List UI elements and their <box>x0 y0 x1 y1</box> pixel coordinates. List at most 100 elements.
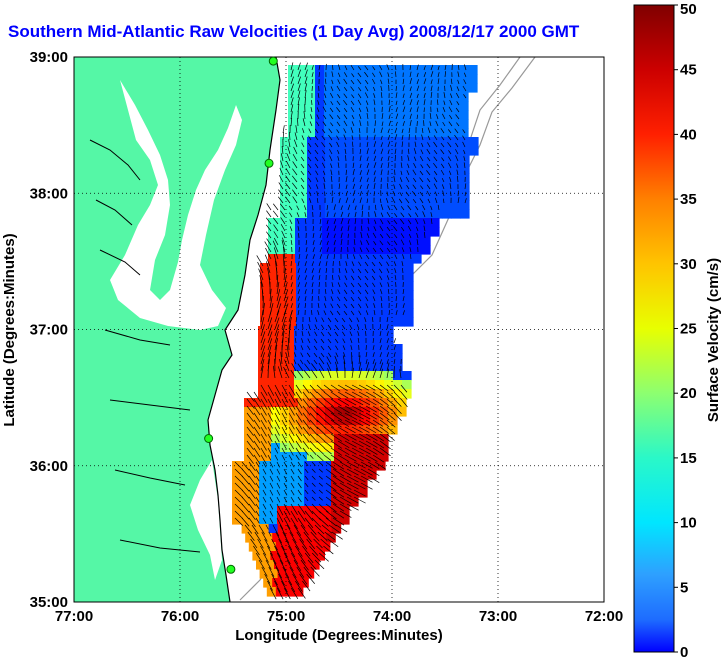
velocity-vector <box>282 132 284 141</box>
velocity-vector <box>302 398 311 409</box>
velocity-vector <box>357 296 362 302</box>
velocity-vector <box>290 62 294 71</box>
velocity-cell <box>276 389 286 399</box>
velocity-vector <box>351 384 362 391</box>
velocity-vector <box>379 240 384 246</box>
velocity-cell <box>316 200 326 210</box>
velocity-vector <box>436 107 439 113</box>
velocity-vector <box>342 331 346 337</box>
velocity-cell <box>441 110 451 120</box>
velocity-vector <box>301 149 305 155</box>
velocity-vector <box>400 170 403 176</box>
velocity-vector <box>307 345 311 351</box>
velocity-cell <box>424 191 434 201</box>
velocity-vector <box>272 365 276 379</box>
velocity-vector <box>415 218 419 225</box>
velocity-vector <box>338 198 341 204</box>
velocity-vector <box>295 384 302 394</box>
velocity-cell <box>304 461 314 471</box>
velocity-cell <box>386 263 396 273</box>
velocity-cell <box>276 380 286 390</box>
velocity-vector <box>394 275 397 281</box>
velocity-vector <box>274 580 281 593</box>
velocity-cell <box>313 470 323 480</box>
velocity-cell <box>386 281 396 291</box>
velocity-vector <box>372 454 385 463</box>
velocity-vector <box>290 369 297 379</box>
velocity-vector <box>290 69 294 78</box>
velocity-vector <box>276 489 281 496</box>
velocity-cell <box>314 308 324 318</box>
velocity-cell <box>339 344 349 354</box>
velocity-cell <box>280 416 290 426</box>
velocity-cell <box>325 407 335 417</box>
velocity-vector <box>340 238 343 246</box>
velocity-vector <box>344 282 348 288</box>
velocity-vector <box>293 559 302 571</box>
velocity-vector <box>335 524 348 533</box>
velocity-vector <box>334 331 339 337</box>
velocity-cell <box>268 569 279 579</box>
velocity-vector <box>358 113 362 120</box>
velocity-cell <box>404 308 414 318</box>
velocity-cell <box>433 137 443 147</box>
velocity-vector <box>264 538 271 549</box>
velocity-cell <box>280 164 290 174</box>
velocity-cell <box>314 299 324 309</box>
velocity-vector <box>321 317 325 323</box>
velocity-vector <box>393 219 398 225</box>
velocity-cell <box>325 452 335 462</box>
velocity-vector <box>310 107 313 113</box>
velocity-cell <box>387 110 397 120</box>
velocity-vector <box>308 184 312 190</box>
velocity-cell <box>286 497 296 507</box>
velocity-vector <box>234 503 244 512</box>
velocity-cell <box>459 74 469 84</box>
velocity-vector <box>330 101 334 106</box>
velocity-cell <box>298 137 308 147</box>
velocity-vector <box>340 226 343 232</box>
velocity-vector <box>356 324 360 330</box>
velocity-vector <box>302 118 306 127</box>
velocity-vector <box>324 296 327 302</box>
velocity-vector <box>283 296 289 309</box>
velocity-vector <box>318 461 323 466</box>
velocity-vector <box>402 296 405 302</box>
velocity-cell <box>267 380 277 390</box>
velocity-vector <box>351 361 353 372</box>
velocity-vector <box>281 426 288 436</box>
velocity-vector <box>304 275 307 281</box>
velocity-vector <box>426 148 431 155</box>
velocity-vector <box>346 461 359 469</box>
velocity-cell <box>349 254 359 264</box>
velocity-cell <box>268 470 278 480</box>
velocity-cell <box>360 110 370 120</box>
velocity-vector <box>288 310 293 323</box>
velocity-cell <box>303 389 313 399</box>
velocity-cell <box>384 335 394 345</box>
velocity-vector <box>325 510 337 520</box>
velocity-cell <box>298 443 308 453</box>
velocity-vector <box>284 189 291 197</box>
velocity-vector <box>241 496 250 506</box>
velocity-cell <box>294 344 304 354</box>
radar-sites <box>204 56 278 574</box>
velocity-cell <box>396 110 406 120</box>
velocity-cell <box>322 488 332 498</box>
velocity-vector <box>380 296 383 302</box>
velocity-cell <box>277 506 287 516</box>
velocity-cell <box>359 299 369 309</box>
velocity-cell <box>397 164 407 174</box>
velocity-vector <box>395 296 397 302</box>
velocity-vector <box>379 324 381 330</box>
velocity-vector <box>327 324 332 330</box>
velocity-cell <box>360 128 370 138</box>
velocity-cell <box>348 326 358 336</box>
velocity-vector <box>253 398 262 410</box>
velocity-cell <box>385 245 395 255</box>
velocity-cell <box>297 74 307 84</box>
velocity-vector <box>297 289 300 295</box>
velocity-vector <box>366 156 369 162</box>
velocity-vector <box>295 426 303 437</box>
velocity-vector <box>443 198 445 204</box>
